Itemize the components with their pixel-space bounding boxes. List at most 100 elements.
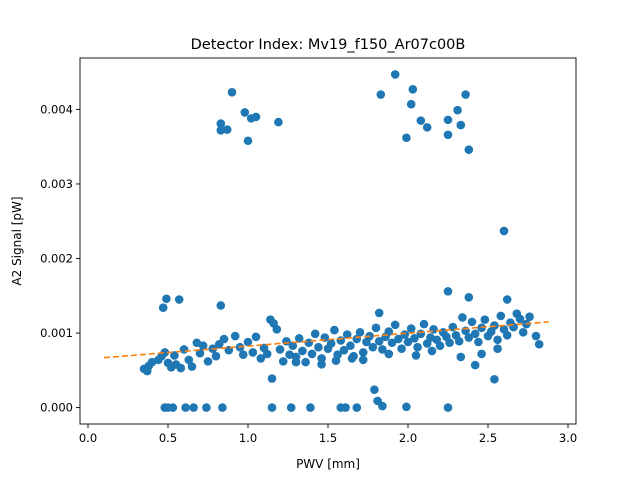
data-point (331, 356, 341, 365)
data-point (274, 117, 283, 127)
y-tick-label: 0.000 (40, 401, 73, 415)
points-layer (139, 70, 544, 412)
data-point (251, 112, 261, 122)
data-point (251, 332, 261, 342)
data-point (202, 403, 211, 412)
data-point (419, 319, 429, 329)
data-point (336, 336, 346, 345)
data-point (374, 336, 384, 346)
plot-frame (79, 57, 577, 425)
data-point (198, 341, 208, 351)
data-point (272, 325, 282, 334)
data-point (160, 348, 170, 357)
data-point (317, 354, 326, 363)
data-point (370, 385, 379, 395)
data-point (339, 345, 349, 355)
data-point (502, 331, 512, 340)
data-point (174, 295, 184, 304)
data-point (480, 315, 490, 324)
data-point (216, 119, 226, 128)
data-point (314, 342, 323, 352)
data-point (477, 349, 486, 359)
x-tick-label: 2.5 (479, 431, 497, 445)
data-point (189, 403, 198, 412)
data-point (374, 308, 384, 318)
data-point (456, 352, 466, 362)
data-point (162, 294, 171, 304)
data-point (256, 354, 266, 363)
data-point (464, 292, 474, 302)
data-point (291, 357, 301, 367)
data-point (248, 348, 258, 357)
data-point (456, 120, 466, 130)
data-point (216, 301, 226, 310)
data-point (307, 349, 317, 359)
data-point (461, 90, 470, 99)
data-point (531, 331, 541, 341)
data-point (378, 345, 387, 354)
y-tick-label: 0.002 (40, 252, 73, 266)
data-point (427, 346, 437, 356)
fit-line (103, 321, 549, 359)
data-point (534, 339, 544, 349)
data-point (406, 324, 416, 333)
data-point (496, 311, 506, 321)
data-point (443, 403, 453, 412)
data-point (499, 226, 509, 236)
data-point (400, 330, 410, 339)
data-point (294, 333, 304, 343)
data-point (310, 329, 320, 339)
data-point (278, 357, 288, 366)
data-point (397, 344, 406, 354)
data-point (330, 325, 339, 335)
data-point (443, 130, 453, 140)
x-axis: 0.0 0.5 1.0 1.5 2.0 2.5 3.0 (79, 424, 577, 445)
data-point (218, 403, 227, 412)
data-point (341, 403, 350, 412)
data-point (410, 333, 419, 343)
data-point (355, 328, 365, 337)
y-tick-label: 0.001 (40, 326, 73, 340)
data-point (408, 85, 418, 94)
data-point (518, 328, 528, 337)
data-point (470, 329, 480, 339)
y-tick-label: 0.004 (40, 102, 73, 116)
x-tick-label: 2.0 (399, 431, 417, 445)
data-point (368, 342, 378, 352)
x-tick-label: 1.5 (319, 431, 337, 445)
x-tick-label: 0.0 (79, 431, 97, 445)
data-point (493, 344, 502, 354)
data-point (416, 116, 426, 125)
data-point (443, 287, 453, 296)
x-axis-label: PWV [mm] (296, 457, 360, 471)
data-point (453, 105, 462, 115)
data-point (230, 331, 240, 341)
y-axis-label: A2 Signal [pW] (10, 196, 24, 285)
data-point (187, 362, 197, 371)
data-point (525, 312, 534, 321)
data-point (298, 346, 307, 356)
data-point (387, 338, 397, 348)
data-point (243, 136, 253, 146)
data-point (443, 115, 453, 125)
data-point (267, 374, 277, 383)
data-point (181, 403, 190, 412)
data-point (384, 349, 394, 359)
y-axis: 0.000 0.001 0.002 0.003 0.004 (40, 102, 80, 415)
data-point (179, 345, 189, 354)
data-point (267, 403, 277, 412)
data-point (390, 70, 400, 79)
data-point (358, 355, 368, 365)
data-point (326, 339, 336, 348)
data-point (371, 323, 381, 333)
data-point (467, 317, 477, 327)
data-point (347, 354, 357, 363)
data-point (176, 363, 186, 373)
data-point (435, 341, 445, 351)
chart-title: Detector Index: Mv19_f150_Ar07c00B (191, 37, 466, 53)
data-point (170, 351, 179, 360)
data-point (168, 403, 178, 412)
data-point (416, 329, 426, 339)
data-point (394, 334, 403, 344)
data-point (275, 345, 285, 354)
